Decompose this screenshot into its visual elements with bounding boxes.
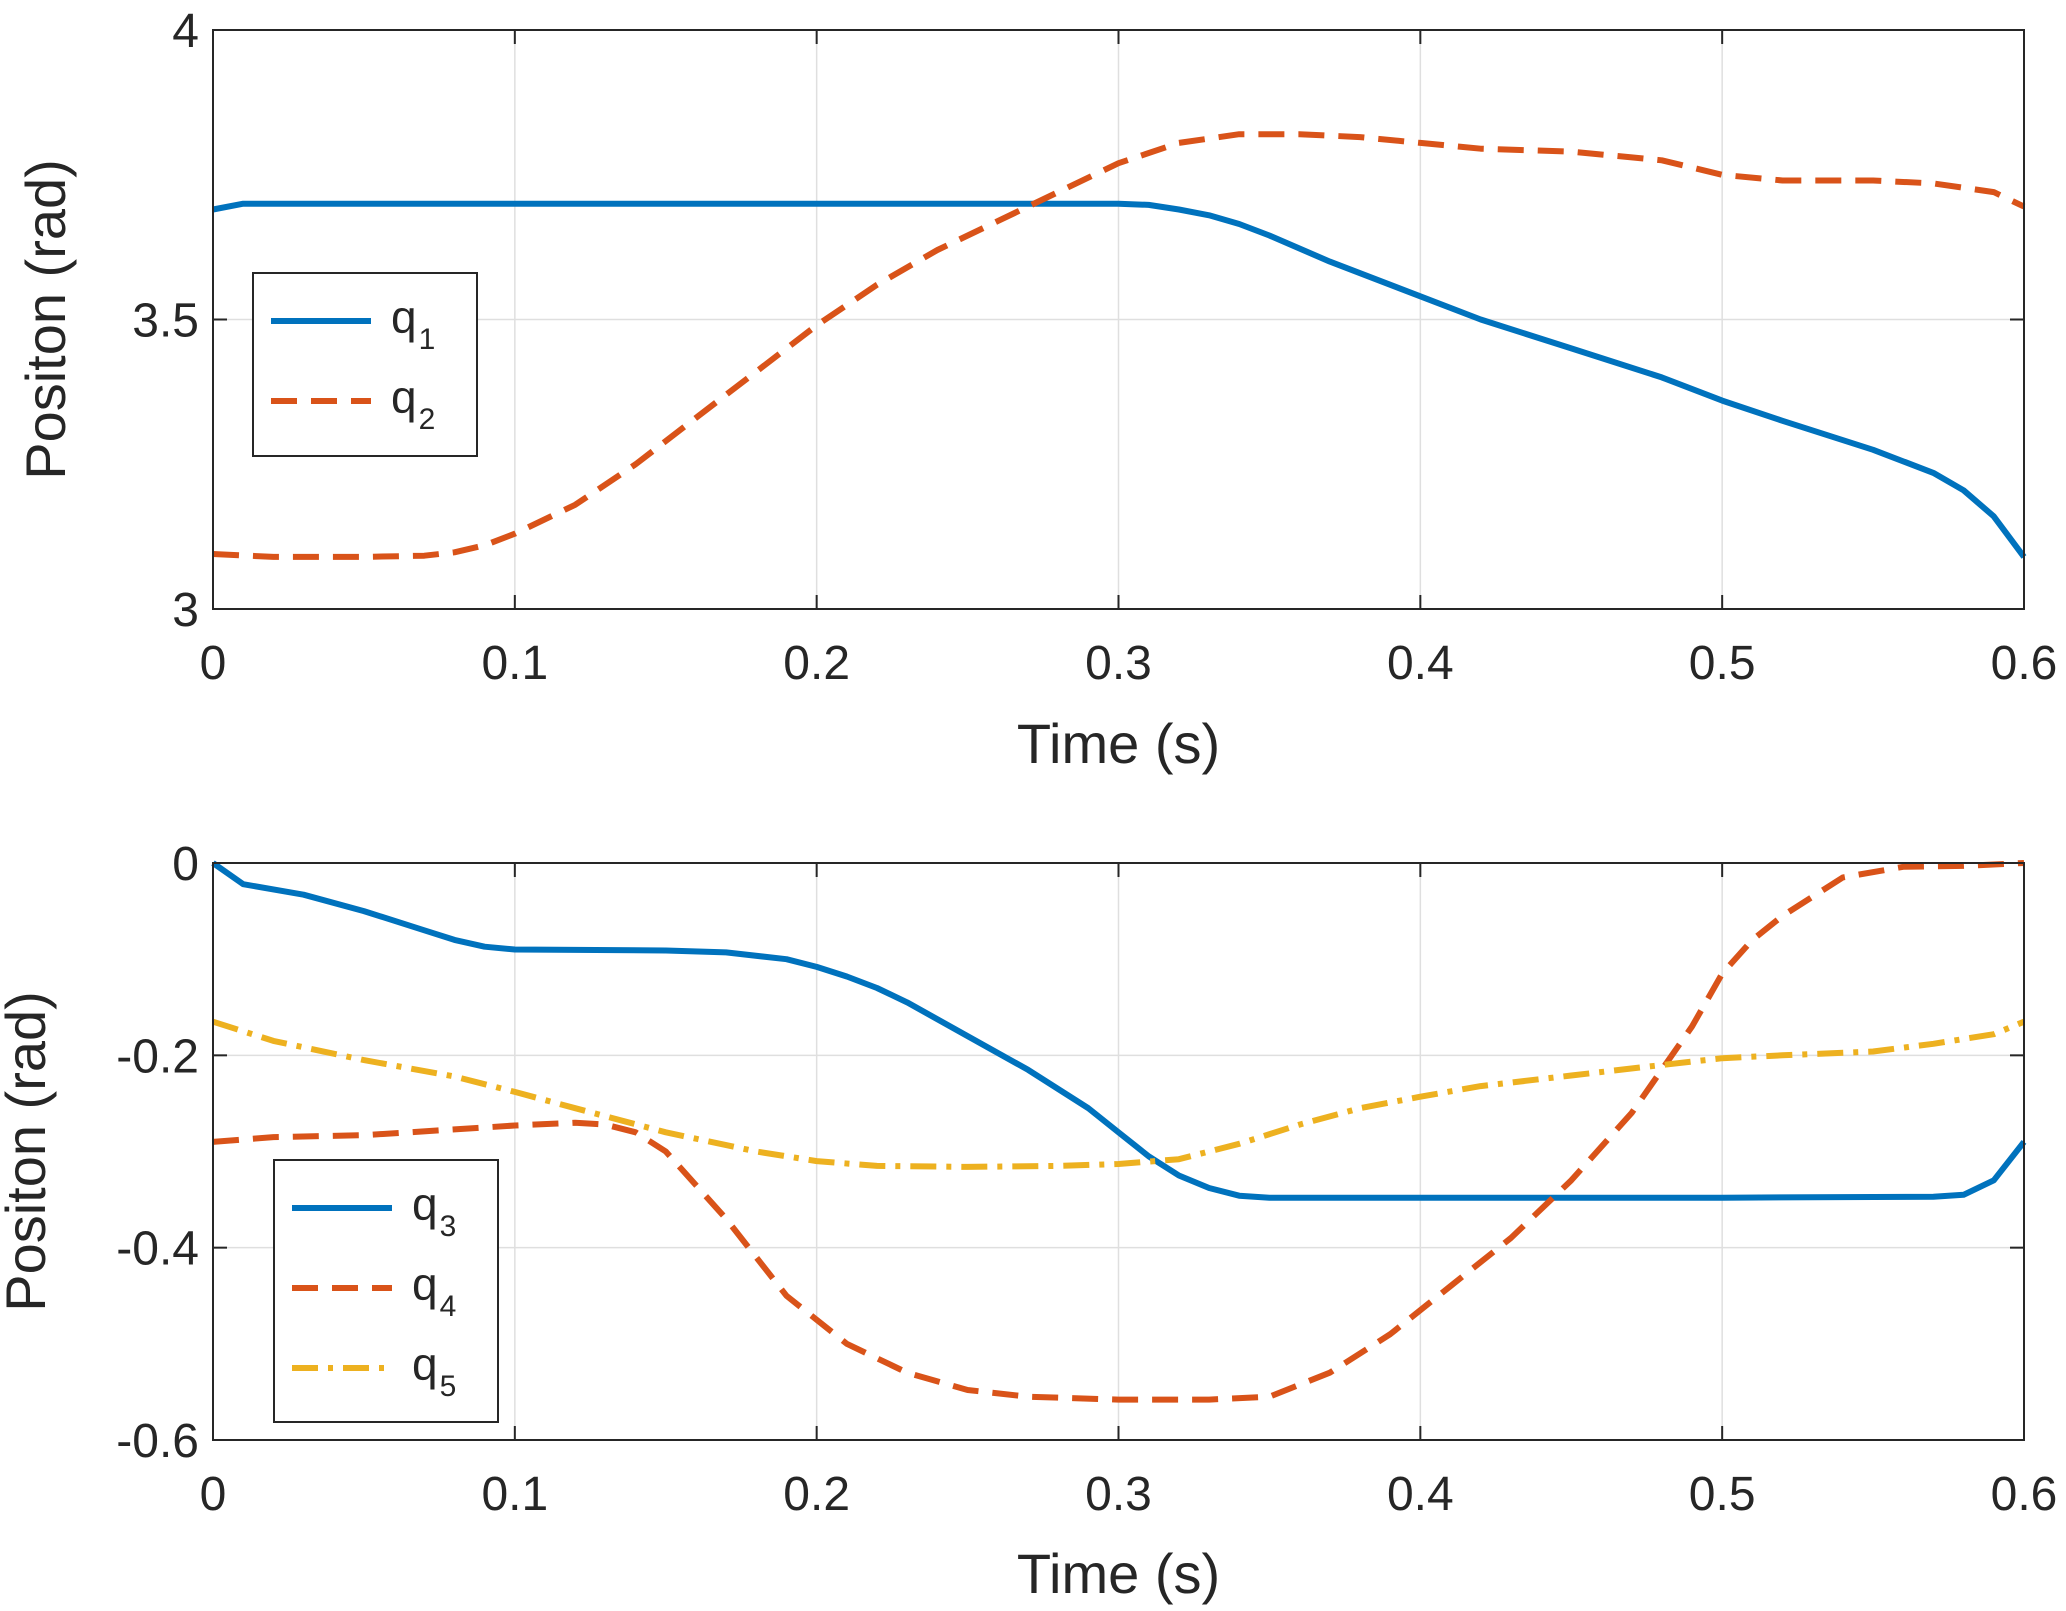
x-axis-label: Time (s) [1017,1542,1220,1605]
x-tick-label: 0.1 [481,1468,548,1521]
x-tick-label: 0.4 [1387,1468,1454,1521]
x-tick-label: 0.2 [783,1468,850,1521]
panel-2: 0 0.1 0.2 0.3 0.4 0.5 0.6 -0.6 -0.4 -0.2 0 Time (s)… [0,838,2057,1605]
x-tick-label: 0.6 [1991,1468,2058,1521]
x-tick-label: 0.6 [1991,637,2058,690]
series-line-q5 [212,1018,2026,1170]
x-tick-label: 0.1 [481,637,548,690]
series-line-q3 [211,860,2027,1201]
axes-box [212,29,2025,610]
y-axis-label: Positon (rad) [14,159,77,480]
y-tick-label: -0.2 [116,1030,199,1083]
x-tick-label: 0.5 [1689,637,1756,690]
series-line-q4 [212,860,2025,1403]
x-tick-label: 0.2 [783,637,850,690]
y-tick-label: 3.5 [132,295,199,348]
x-tick-label: 0 [200,1468,227,1521]
y-tick-label: 4 [172,5,199,58]
x-tick-label: 0.5 [1689,1468,1756,1521]
y-tick-label: 0 [172,838,199,891]
y-tick-label: -0.4 [116,1223,199,1276]
axes-box [212,862,2025,1441]
x-axis-label: Time (s) [1017,712,1220,775]
x-tick-label: 0.3 [1085,1468,1152,1521]
y-tick-label: 3 [172,584,199,637]
x-tick-label: 0.4 [1387,637,1454,690]
panel-1: 0 0.1 0.2 0.3 0.4 0.5 0.6 3 3.5 4 Time (s) Positon … [14,5,2057,775]
y-tick-label: -0.6 [116,1415,199,1468]
series-line-q1 [212,200,2027,559]
x-tick-label: 0.3 [1085,637,1152,690]
legend-box [252,272,478,457]
x-tick-label: 0 [200,637,227,690]
y-axis-label: Positon (rad) [0,991,57,1312]
